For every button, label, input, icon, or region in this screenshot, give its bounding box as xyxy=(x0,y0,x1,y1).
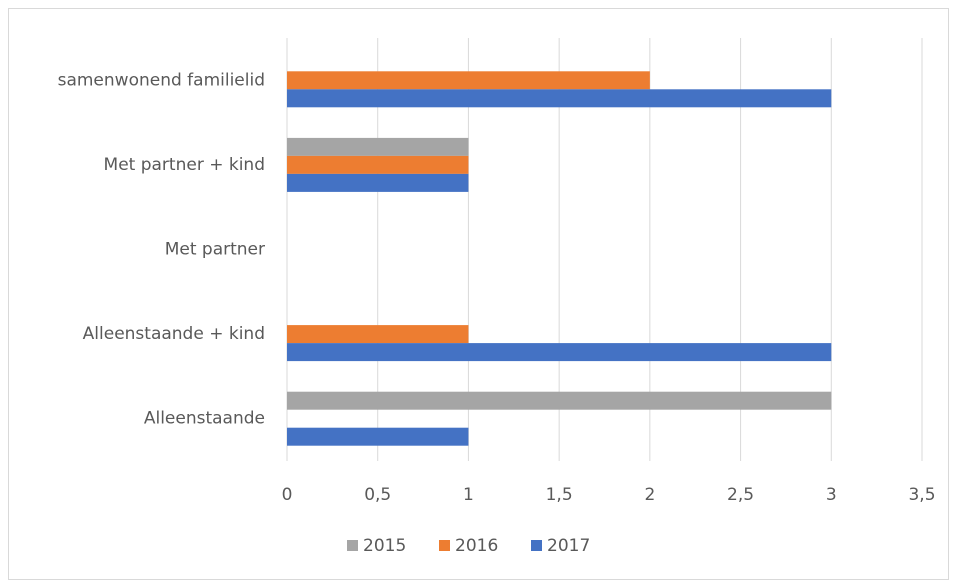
y-tick-label: Alleenstaande xyxy=(144,409,265,429)
legend-swatch xyxy=(531,540,542,551)
x-tick-label: 2 xyxy=(644,485,655,505)
x-tick-label: 0 xyxy=(282,485,293,505)
bar xyxy=(287,343,832,362)
legend-label: 2016 xyxy=(455,536,498,556)
bar xyxy=(287,89,832,108)
bar xyxy=(287,155,469,174)
bar xyxy=(287,173,469,192)
legend-label: 2015 xyxy=(363,536,406,556)
x-tick-label: 3 xyxy=(826,485,837,505)
bar xyxy=(287,71,650,90)
x-tick-label: 0,5 xyxy=(364,485,391,505)
y-tick-label: samenwonend familielid xyxy=(58,70,265,90)
x-tick-label: 1 xyxy=(463,485,474,505)
x-tick-label: 2,5 xyxy=(727,485,754,505)
legend-swatch xyxy=(439,540,450,551)
x-tick-label: 3,5 xyxy=(908,485,935,505)
bar xyxy=(287,137,469,156)
legend-swatch xyxy=(347,540,358,551)
y-tick-label: Met partner xyxy=(165,240,265,260)
bar xyxy=(287,325,469,344)
legend-label: 2017 xyxy=(547,536,590,556)
y-tick-label: Met partner + kind xyxy=(104,155,265,175)
bar xyxy=(287,427,469,446)
y-tick-label: Alleenstaande + kind xyxy=(83,324,265,344)
x-tick-label: 1,5 xyxy=(546,485,573,505)
bar xyxy=(287,391,832,410)
